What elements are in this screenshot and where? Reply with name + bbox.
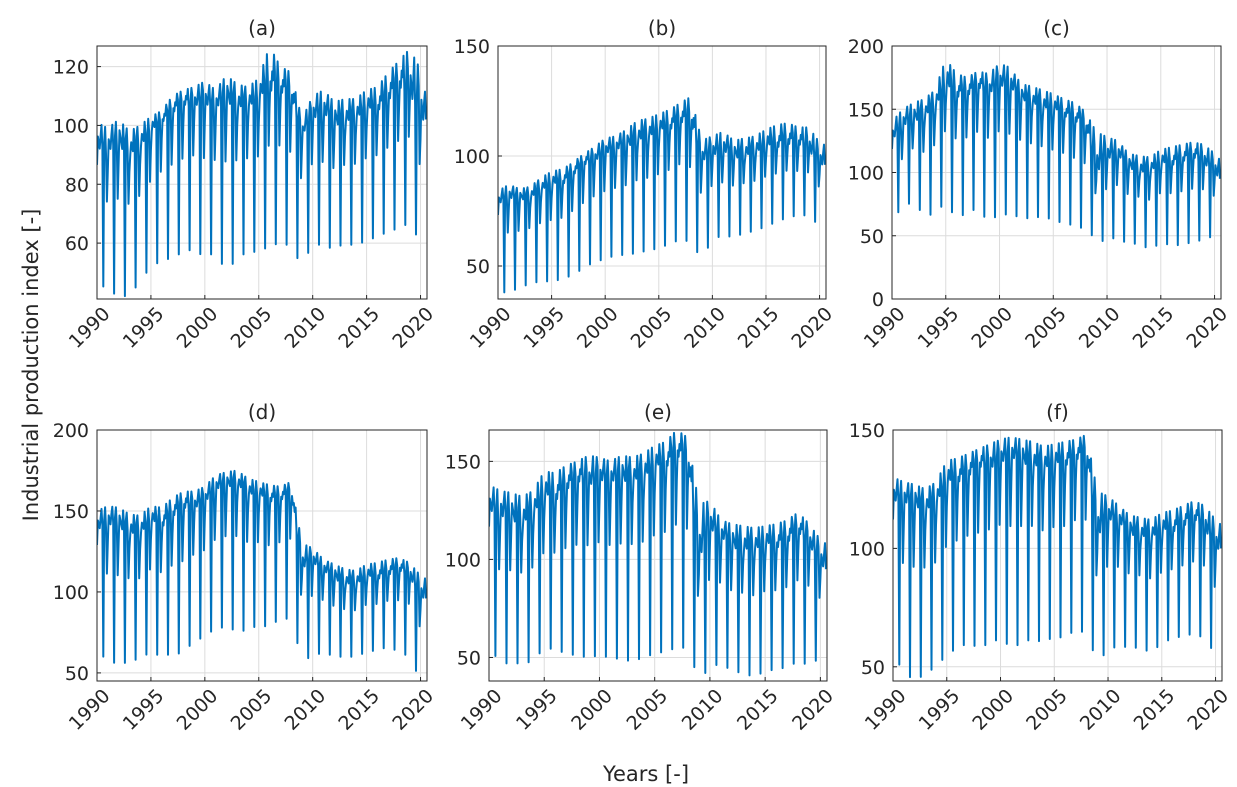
panel-title: (d) [248, 400, 276, 424]
panel-d: 1990 1995 2000 2005 2010 2015 2020 50 100 150 200 (… [53, 400, 438, 735]
y-tick-label: 100 [445, 549, 481, 571]
y-tick-label: 50 [65, 663, 89, 685]
x-tick-label: 2010 [680, 303, 730, 353]
y-tick-label: 150 [445, 451, 481, 473]
x-tick-label: 2000 [173, 685, 223, 735]
x-tick-label: 1995 [519, 303, 569, 353]
x-tick-label: 2000 [968, 685, 1018, 735]
x-tick-label: 2000 [573, 303, 623, 353]
y-axis-label: Industrial production index [-] [19, 209, 43, 522]
series-line [97, 471, 426, 671]
y-tick-label: 100 [454, 146, 490, 168]
y-tick-label: 50 [457, 647, 481, 669]
x-tick-label: 2020 [1183, 685, 1233, 735]
x-tick-label: 1995 [119, 303, 169, 353]
panel-b: 1990 1995 2000 2005 2010 2015 2020 50 100 150 (b) [454, 16, 837, 353]
series-line [498, 98, 825, 292]
x-tick-label: 2010 [678, 685, 728, 735]
panel-a: 1990 1995 2000 2005 2010 2015 2020 60 80 100 120 (a… [53, 16, 438, 353]
x-tick-label: 2015 [734, 303, 784, 353]
x-tick-label: 2005 [1022, 685, 1072, 735]
x-tick-label: 2015 [334, 303, 384, 353]
panel-title: (b) [648, 16, 676, 40]
x-tick-label: 2020 [787, 303, 837, 353]
x-tick-label: 1990 [466, 303, 516, 353]
x-tick-label: 2020 [388, 303, 438, 353]
panel-c: 1990 1995 2000 2005 2010 2015 2020 0 50 100 150 200… [848, 16, 1232, 353]
x-tick-label: 2005 [1021, 303, 1071, 353]
x-tick-label: 2000 [173, 303, 223, 353]
x-tick-label: 2005 [227, 303, 277, 353]
y-tick-label: 100 [849, 538, 885, 560]
x-tick-label: 1990 [65, 685, 115, 735]
panel-f: 1990 1995 2000 2005 2010 2015 2020 50 100 150 (f) [849, 400, 1233, 735]
y-tick-label: 50 [860, 226, 884, 248]
x-tick-label: 1990 [457, 685, 507, 735]
x-tick-label: 2000 [967, 303, 1017, 353]
series-line [489, 433, 826, 676]
y-tick-label: 200 [53, 420, 89, 442]
series-line [893, 436, 1221, 677]
x-tick-label: 1990 [65, 303, 115, 353]
x-tick-label: 2000 [567, 685, 617, 735]
x-tick-label: 2015 [1129, 303, 1179, 353]
y-tick-label: 50 [861, 657, 885, 679]
x-tick-label: 2005 [627, 303, 677, 353]
x-tick-label: 2020 [388, 685, 438, 735]
x-tick-label: 2020 [1182, 303, 1232, 353]
series-line [97, 52, 426, 296]
x-tick-label: 2020 [788, 685, 838, 735]
y-tick-label: 150 [848, 99, 884, 121]
series-line [892, 65, 1220, 247]
x-tick-label: 1995 [914, 303, 964, 353]
x-tick-label: 1990 [861, 685, 911, 735]
y-tick-label: 100 [53, 115, 89, 137]
y-tick-label: 200 [848, 36, 884, 58]
x-tick-label: 2010 [1075, 303, 1125, 353]
panel-title: (f) [1046, 400, 1069, 424]
x-tick-label: 2005 [622, 685, 672, 735]
y-tick-label: 50 [466, 256, 490, 278]
panel-title: (e) [644, 400, 672, 424]
x-tick-label: 1990 [860, 303, 910, 353]
y-tick-label: 150 [454, 36, 490, 58]
y-tick-label: 120 [53, 57, 89, 79]
panel-title: (a) [248, 16, 276, 40]
x-axis-label: Years [-] [602, 762, 689, 786]
x-tick-label: 1995 [119, 685, 169, 735]
x-tick-label: 2010 [1076, 685, 1126, 735]
y-tick-label: 150 [849, 420, 885, 442]
x-tick-label: 2010 [280, 303, 330, 353]
y-tick-label: 80 [65, 174, 89, 196]
panels: 1990 1995 2000 2005 2010 2015 20206080100120(a… [53, 16, 1233, 735]
x-tick-label: 2015 [1130, 685, 1180, 735]
x-tick-label: 1995 [512, 685, 562, 735]
y-tick-label: 60 [65, 233, 89, 255]
panel-title: (c) [1043, 16, 1070, 40]
y-tick-label: 100 [848, 163, 884, 185]
y-tick-label: 0 [872, 289, 884, 311]
x-tick-label: 2005 [227, 685, 277, 735]
x-tick-label: 1995 [915, 685, 965, 735]
x-tick-label: 2015 [334, 685, 384, 735]
y-tick-label: 100 [53, 582, 89, 604]
y-tick-label: 150 [53, 501, 89, 523]
panel-e: 1990 1995 2000 2005 2010 2015 2020 50 100 150 (e) [445, 400, 838, 735]
x-tick-label: 2010 [280, 685, 330, 735]
x-tick-label: 2015 [733, 685, 783, 735]
